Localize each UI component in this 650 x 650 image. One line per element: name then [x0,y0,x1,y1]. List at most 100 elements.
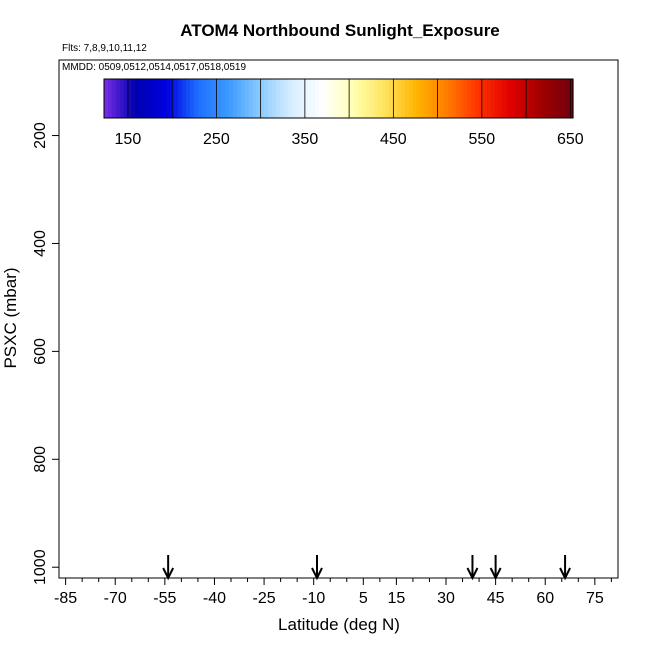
colorbar-segment [365,79,371,118]
colorbar-segment [135,79,140,118]
colorbar-segment [549,79,555,118]
x-tick-label: -40 [203,590,226,607]
x-tick-label: -85 [54,590,77,607]
x-tick-label: 15 [387,590,405,607]
sample-point [379,277,387,285]
sample-point [217,158,225,167]
colorbar-segment [146,79,152,118]
sample-point [58,139,67,148]
colorbar-segment [287,79,293,118]
colorbar-segment [518,79,523,118]
x-tick-label: 45 [487,590,505,607]
sample-point [455,120,463,129]
colorbar-segment [326,79,332,118]
colorbar-segment [322,79,328,118]
x-tick-label: -10 [302,590,325,607]
colorbar-segment [119,79,125,118]
colorbar-segment [404,79,410,118]
x-tick-label: -55 [153,590,176,607]
colorbar-segment [510,79,515,118]
sample-point [567,326,576,334]
colorbar-segment [369,79,375,118]
colorbar-tick-label: 350 [292,131,319,148]
sample-point [290,560,298,569]
sample-point [468,231,477,240]
colorbar-segment [189,79,195,118]
colorbar-segment [318,79,324,118]
colorbar-segment [385,79,390,118]
sample-point [524,210,533,218]
colorbar-segment [205,79,211,118]
colorbar-segment [170,79,175,118]
sample-point [415,166,424,175]
sample-point [78,234,86,242]
colorbar-segment [479,79,484,118]
colorbar-segment [275,79,281,118]
sample-point [68,261,76,269]
colorbar-segment [565,79,570,118]
colorbar-segment [490,79,496,118]
sample-point [604,169,612,178]
colorbar-segment [537,79,543,118]
colorbar-segment [408,79,414,118]
sample-point [276,296,285,304]
sample-point [558,549,566,558]
colorbar-segment [475,79,480,118]
dates-subtitle: MMDD: 0509,0512,0514,0517,0518,0519 [62,62,246,73]
colorbar-segment [150,79,156,118]
sample-point [207,161,215,169]
colorbar-segment [506,79,512,118]
sample-point [544,304,553,312]
sample-point [518,326,526,334]
sample-point [177,193,186,202]
colorbar-segment [139,79,144,118]
colorbar-segment [330,79,336,118]
sample-point [462,212,470,221]
colorbar-segment [342,79,347,118]
colorbar: 150 250 350 450 550 650 [103,78,584,148]
sample-point [432,166,440,175]
sample-point [495,231,503,240]
colorbar-segment [217,79,222,118]
colorbar-segment [197,79,203,118]
sample-point [326,193,334,202]
sample-point [369,552,377,561]
colorbar-segment [401,79,406,118]
colorbar-segment [240,79,246,118]
x-axis-label: Latitude (deg N) [278,615,400,634]
colorbar-segment [272,79,277,118]
colorbar-segment [553,79,558,118]
sample-point [352,347,361,356]
colorbar-segment [498,79,504,118]
sample-point [508,347,516,356]
colorbar-segment [279,79,285,118]
sample-point [250,261,258,269]
colorbar-segment [569,79,574,118]
sample-point [293,285,301,294]
colorbar-segment [107,79,113,118]
colorbar-segment [115,79,121,118]
colorbar-tick-label: 450 [380,131,407,148]
sample-point [548,544,556,553]
colorbar-segment [338,79,344,118]
colorbar-segment [256,79,261,118]
colorbar-segment [225,79,230,118]
profile-arrow [311,555,323,581]
colorbar-segment [428,79,433,118]
sample-point [303,317,311,326]
colorbar-segment [416,79,422,118]
x-tick-label: 30 [437,590,455,607]
colorbar-segment [530,79,535,118]
colorbar-segment [533,79,539,118]
heatmap-plot: -85 -70 -55 -40 -25 -10 5 15 30 45 60 75 200 400 600 80… [32,59,622,607]
sample-point [597,137,606,145]
sample-point [190,193,199,202]
profile-arrow [489,555,502,581]
colorbar-segment [244,79,250,118]
colorbar-segment [377,79,383,118]
sample-point [128,129,136,137]
plot-frame [58,59,619,579]
colorbar-segment [420,79,426,118]
colorbar-segment [412,79,418,118]
colorbar-segment [346,79,351,118]
